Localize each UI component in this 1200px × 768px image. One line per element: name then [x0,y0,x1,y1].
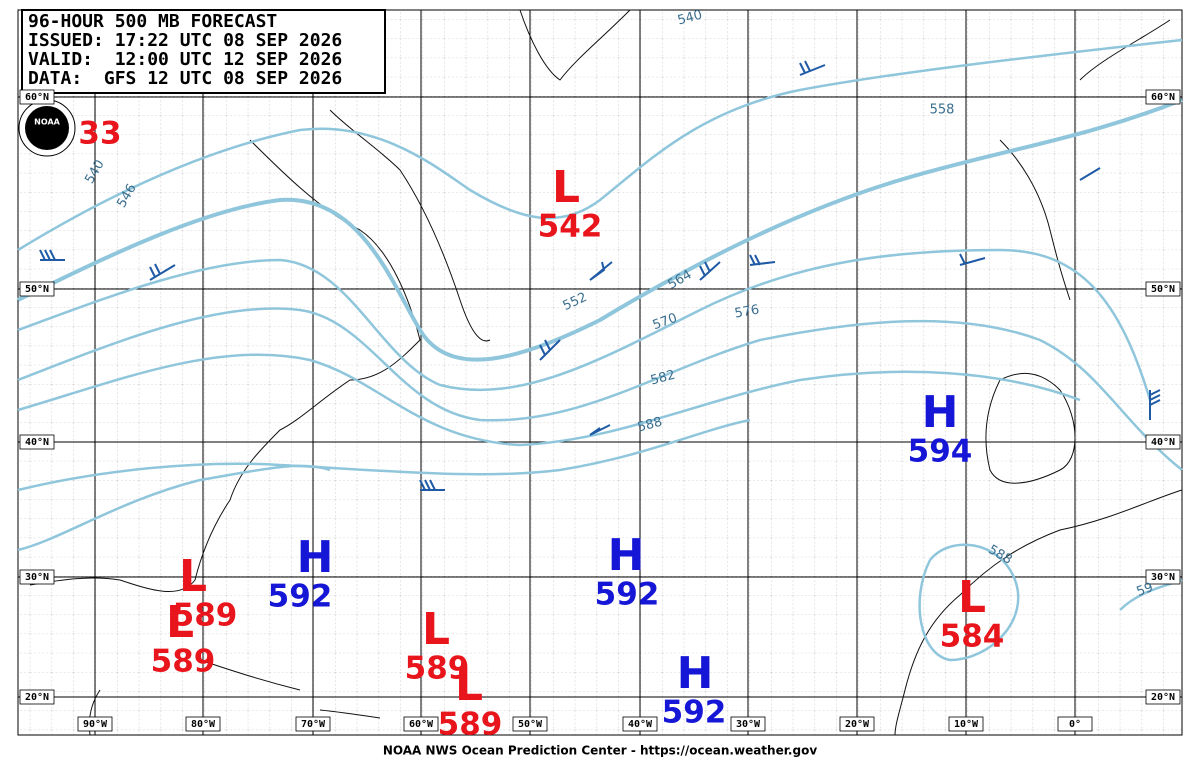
center-value: 592 [268,579,333,615]
lat-label-box [19,281,55,297]
lon-label: 90°W [83,719,108,730]
center-letter: L [958,572,986,623]
center-letter: H [608,530,645,581]
contour-label: 59 [1135,580,1156,600]
lat-label: 20°N [25,692,49,703]
contour-label: 540 [676,8,704,29]
lon-label: 50°W [518,719,543,730]
lon-label-box [295,716,331,732]
lon-label-box [839,716,875,732]
noaa-logo: NOAA [18,99,76,157]
center-letter: H [922,387,959,438]
contour-label: 576 [733,302,760,321]
height-contours [17,38,1183,662]
header-line: ISSUED: 17:22 UTC 08 SEP 2026 [28,30,342,51]
center-value: 592 [595,577,660,613]
coastlines [29,9,1183,736]
center-letter: L [455,660,483,711]
footer: NOAA NWS Ocean Prediction Center - https… [383,744,817,758]
lat-label-box [19,89,55,105]
contour-label: 588 [636,415,664,436]
logo-text: NOAA [34,118,60,127]
lon-label: 80°W [191,719,216,730]
lat-label-box [1145,434,1181,450]
map-frame [17,9,1183,736]
center-value: 589 [438,707,503,743]
center-value: 542 [538,209,603,245]
contour-label: 558 [930,103,955,118]
lon-label: 20°W [845,719,870,730]
major-grid [18,10,1182,735]
lat-label-box [1145,89,1181,105]
center-value: 33 [78,116,121,152]
lon-label: 30°W [736,719,761,730]
center-letter: H [297,532,334,583]
lat-label: 40°N [1151,437,1175,448]
center-value: 589 [151,644,216,680]
lon-label-box [948,716,984,732]
header-line: VALID: 12:00 UTC 12 SEP 2026 [28,49,342,70]
lat-label: 60°N [25,92,49,103]
lon-label-box [622,716,658,732]
lat-label: 20°N [1151,692,1175,703]
center-letter: L [422,604,450,655]
lon-label: 0° [1069,719,1081,730]
center-letter: H [677,648,714,699]
lat-label-box [19,569,55,585]
center-letter: L [552,162,580,213]
lon-label-box [403,716,439,732]
lon-label-box [1057,716,1093,732]
lat-label: 50°N [25,284,49,295]
center-value: 584 [940,619,1005,655]
lon-label-box [730,716,766,732]
lat-label: 50°N [1151,284,1175,295]
center-letter: L [166,597,194,648]
center-value: 589 [405,651,470,687]
header-line: DATA: GFS 12 UTC 08 SEP 2026 [28,68,342,89]
wind-barbs [39,60,1161,491]
lon-label: 40°W [628,719,653,730]
lat-label-box [19,689,55,705]
header-line: 96-HOUR 500 MB FORECAST [28,11,277,32]
contour-label: 582 [649,368,677,389]
lon-label: 10°W [954,719,979,730]
lat-label: 40°N [25,437,49,448]
lon-label-box [77,716,113,732]
lon-label: 60°W [409,719,434,730]
center-value: 594 [908,434,973,470]
lat-label: 60°N [1151,92,1175,103]
lon-label-box [512,716,548,732]
lat-label-box [1145,281,1181,297]
lat-label: 30°N [25,572,49,583]
lat-label-box [1145,569,1181,585]
lat-label-box [1145,689,1181,705]
center-value: 589 [173,598,238,634]
center-letter: L [179,551,207,602]
lat-label: 30°N [1151,572,1175,583]
lon-label-box [185,716,221,732]
lat-label-box [19,434,55,450]
center-value: 592 [662,695,727,731]
lon-label: 70°W [301,719,326,730]
